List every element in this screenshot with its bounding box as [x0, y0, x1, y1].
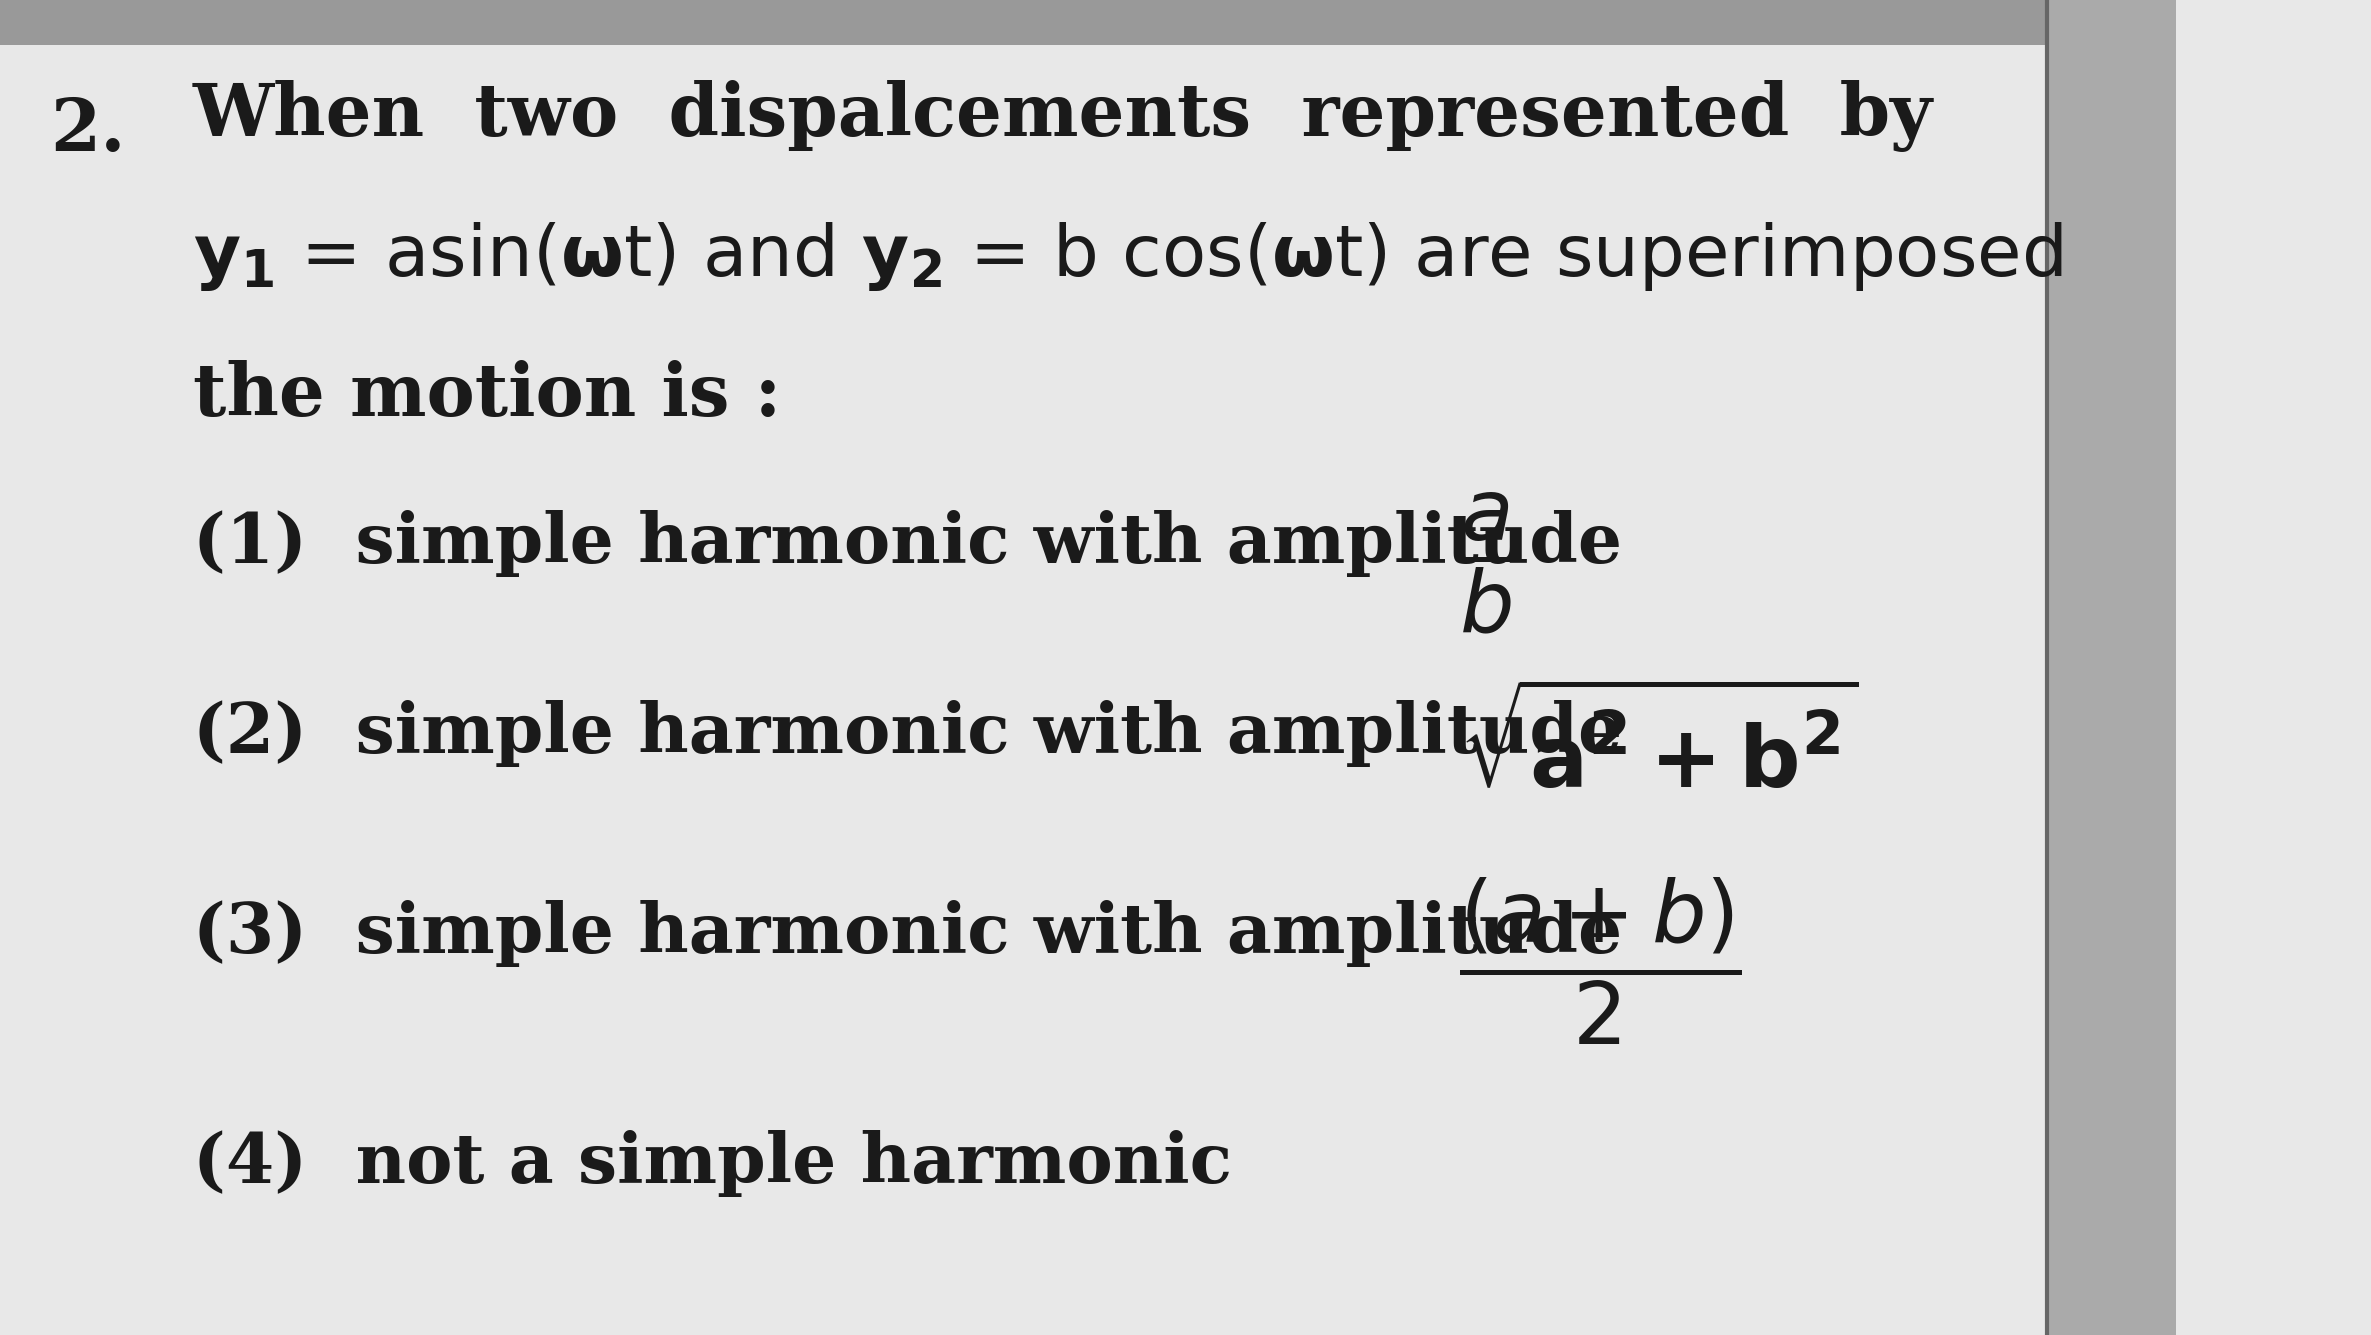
- Text: (4)  not a simple harmonic: (4) not a simple harmonic: [192, 1129, 1233, 1197]
- Text: $\mathbf{y_1}$ = asin($\mathbf{\omega}$t) and $\mathbf{y_2}$ = b cos($\mathbf{\o: $\mathbf{y_1}$ = asin($\mathbf{\omega}$t…: [192, 220, 2063, 292]
- Text: (2)  simple harmonic with amplitude: (2) simple harmonic with amplitude: [192, 700, 1622, 768]
- Bar: [2046, 0, 2177, 1335]
- Text: (3)  simple harmonic with amplitude: (3) simple harmonic with amplitude: [192, 900, 1622, 967]
- Text: 2.: 2.: [50, 95, 126, 166]
- Text: $\sqrt{\mathbf{a^2 + b^2}}$: $\sqrt{\mathbf{a^2 + b^2}}$: [1458, 690, 1859, 805]
- Text: $\dfrac{a}{b}$: $\dfrac{a}{b}$: [1458, 490, 1515, 635]
- Text: When  two  dispalcements  represented  by: When two dispalcements represented by: [192, 80, 1932, 152]
- Bar: [0, 0, 2046, 45]
- Text: (1)  simple harmonic with amplitude: (1) simple harmonic with amplitude: [192, 510, 1622, 577]
- Text: $\dfrac{(a + b)}{2}$: $\dfrac{(a + b)}{2}$: [1458, 874, 1743, 1047]
- Text: the motion is :: the motion is :: [192, 360, 780, 431]
